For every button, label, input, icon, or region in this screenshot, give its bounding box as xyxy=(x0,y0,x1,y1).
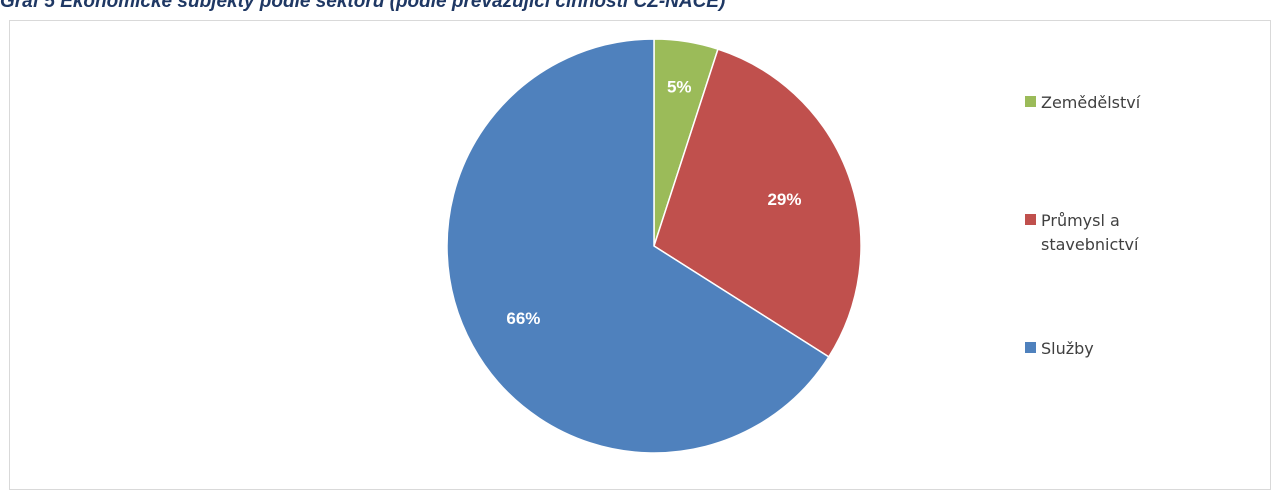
legend-swatch-sluzby xyxy=(1025,342,1036,353)
data-label-sluzby: 66% xyxy=(506,309,540,328)
pie-chart: 5% 29% 66% xyxy=(446,38,862,454)
legend-swatch-zemedelstvi xyxy=(1025,96,1036,107)
data-label-zemedelstvi: 5% xyxy=(667,78,692,97)
legend-label-zemedelstvi: Zemědělství xyxy=(1041,93,1141,112)
pie-data-labels: 5% 29% 66% xyxy=(506,78,801,328)
chart-area: 5% 29% 66% Zemědělství Průmysl a stavebnic… xyxy=(9,20,1271,490)
pie-slice-sluzby xyxy=(446,38,830,454)
legend-label-sluzby: Služby xyxy=(1041,339,1094,358)
page-title: Graf 5 Ekonomické subjekty podle sektorů… xyxy=(0,0,726,12)
legend-item-sluzby: Služby xyxy=(1025,337,1171,361)
legend-item-zemedelstvi: Zemědělství xyxy=(1025,91,1171,115)
legend-label-prumysl: Průmysl a stavebnictví xyxy=(1041,211,1139,254)
pie-slice-prumysl xyxy=(653,48,862,358)
data-label-prumysl: 29% xyxy=(767,190,801,209)
legend-item-prumysl: Průmysl a stavebnictví xyxy=(1025,209,1171,257)
pie-slices xyxy=(446,38,862,454)
legend-swatch-prumysl xyxy=(1025,214,1036,225)
